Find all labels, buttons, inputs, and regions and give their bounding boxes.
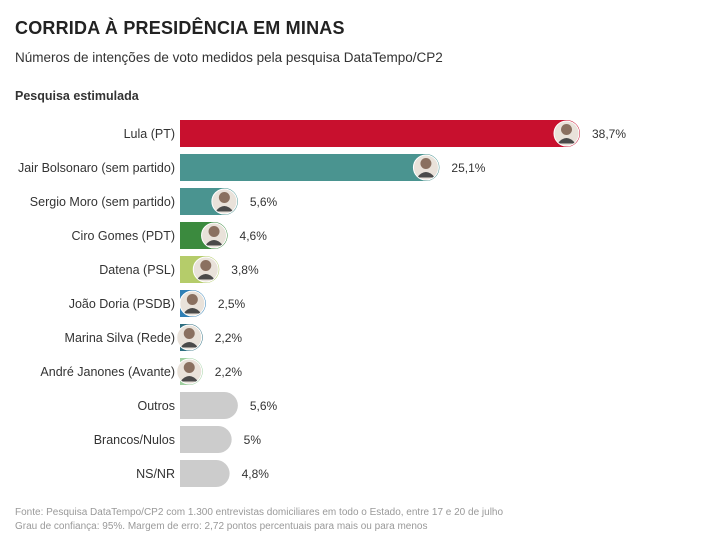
- avatar-lula-pt: [553, 120, 580, 147]
- section-label: Pesquisa estimulada: [15, 89, 139, 103]
- bar-ns-nr: [180, 460, 230, 487]
- confidence-note: Grau de confiança: 95%. Margem de erro: …: [15, 520, 428, 532]
- category-label-ns-nr: NS/NR: [136, 467, 175, 481]
- avatar-datena-psl: [192, 256, 219, 283]
- chart-subtitle: Números de intenções de voto medidos pel…: [15, 50, 443, 65]
- avatar-sergio-moro-sem-partido: [211, 188, 238, 215]
- footer-note: Fonte: Pesquisa DataTempo/CP2 com 1.300 …: [15, 506, 503, 533]
- avatar-marina-silva-rede: [176, 324, 203, 351]
- category-label-jair-bolsonaro-sem-partido: Jair Bolsonaro (sem partido): [18, 161, 175, 175]
- value-label-joao-doria-psdb: 2,5%: [218, 297, 246, 311]
- avatar-andre-janones-avante: [176, 358, 203, 385]
- category-label-datena-psl: Datena (PSL): [99, 263, 175, 277]
- category-label-brancos-nulos: Brancos/Nulos: [94, 433, 175, 447]
- category-label-lula-pt: Lula (PT): [124, 127, 175, 141]
- bar-jair-bolsonaro-sem-partido: [180, 154, 440, 181]
- value-label-outros: 5,6%: [250, 399, 278, 413]
- bar-outros: [180, 392, 238, 419]
- category-label-andre-janones-avante: André Janones (Avante): [40, 365, 175, 379]
- avatar-jair-bolsonaro-sem-partido: [412, 154, 439, 181]
- avatar-ciro-gomes-pdt: [201, 222, 228, 249]
- value-label-jair-bolsonaro-sem-partido: 25,1%: [451, 161, 485, 175]
- value-label-sergio-moro-sem-partido: 5,6%: [250, 195, 278, 209]
- value-label-lula-pt: 38,7%: [592, 127, 626, 141]
- value-label-ciro-gomes-pdt: 4,6%: [240, 229, 268, 243]
- value-label-andre-janones-avante: 2,2%: [215, 365, 243, 379]
- category-label-joao-doria-psdb: João Doria (PSDB): [69, 297, 175, 311]
- category-label-sergio-moro-sem-partido: Sergio Moro (sem partido): [30, 195, 175, 209]
- value-label-datena-psl: 3,8%: [231, 263, 259, 277]
- bar-lula-pt: [180, 120, 580, 147]
- value-label-brancos-nulos: 5%: [244, 433, 262, 447]
- avatar-joao-doria-psdb: [179, 290, 206, 317]
- value-label-ns-nr: 4,8%: [242, 467, 270, 481]
- value-label-marina-silva-rede: 2,2%: [215, 331, 243, 345]
- bar-chart: Lula (PT) 38,7% Jair Bolsonaro (sem partid…: [18, 120, 626, 487]
- bar-brancos-nulos: [180, 426, 232, 453]
- category-label-ciro-gomes-pdt: Ciro Gomes (PDT): [72, 229, 175, 243]
- category-label-marina-silva-rede: Marina Silva (Rede): [65, 331, 175, 345]
- source-note: Fonte: Pesquisa DataTempo/CP2 com 1.300 …: [15, 507, 504, 518]
- chart-title: CORRIDA À PRESIDÊNCIA EM MINAS: [15, 18, 345, 38]
- category-label-outros: Outros: [137, 399, 175, 413]
